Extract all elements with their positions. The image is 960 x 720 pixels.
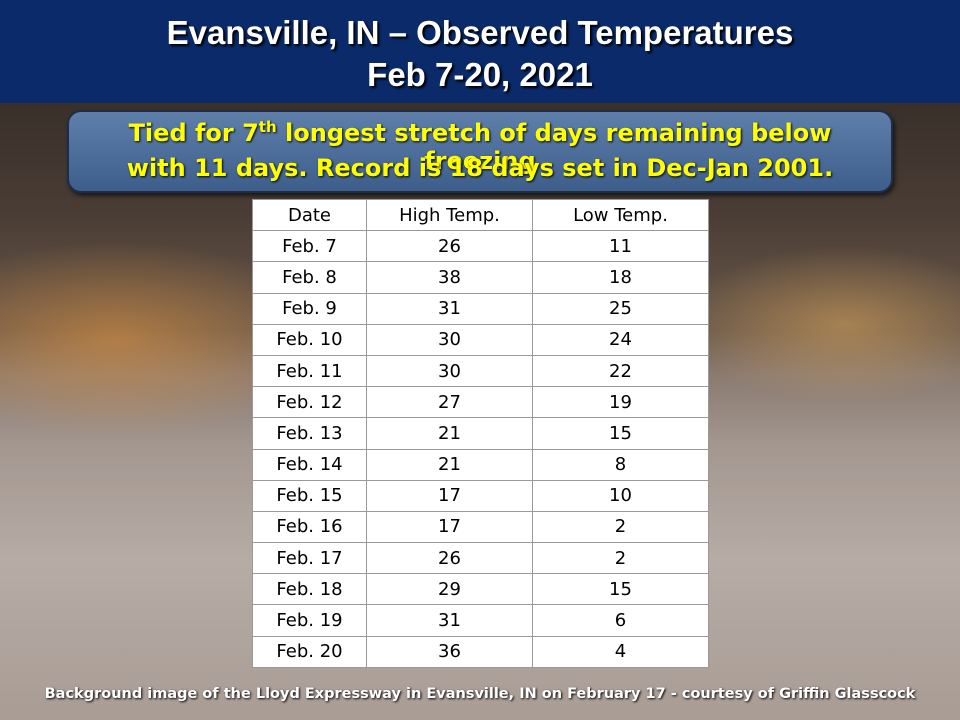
table-cell: Feb. 16: [252, 510, 367, 544]
table-row: Feb. 8 38 18: [252, 261, 709, 294]
table-row: Feb. 20 36 4: [252, 635, 709, 668]
table-cell: 31: [366, 292, 533, 325]
table-cell: 27: [366, 386, 533, 419]
table-row: Feb. 13 21 15: [252, 417, 709, 450]
table-cell: 6: [532, 604, 709, 637]
table-cell: Feb. 7: [252, 230, 367, 263]
table-body: Feb. 7 26 11 Feb. 8 38 18 Feb. 9 31 25 Feb. 10 30 2…: [252, 230, 709, 668]
table-cell: 8: [532, 448, 709, 481]
table-cell: 30: [366, 323, 533, 356]
table-cell: Feb. 12: [252, 386, 367, 419]
table-cell: Feb. 14: [252, 448, 367, 481]
table-cell: 22: [532, 354, 709, 388]
table-cell: Feb. 20: [252, 635, 367, 668]
table-cell: Feb. 17: [252, 542, 367, 575]
table-cell: Feb. 9: [252, 292, 367, 325]
table-cell: 25: [532, 292, 709, 325]
callout: Tied for 7th longest stretch of days rem…: [67, 110, 893, 193]
footer-caption: Background image of the Lloyd Expressway…: [44, 686, 916, 702]
table-row: Feb. 7 26 11: [252, 230, 709, 263]
table-cell: 18: [532, 261, 709, 294]
table-cell: Feb. 15: [252, 479, 367, 512]
table-row: Feb. 11 30 22: [252, 354, 709, 388]
table-cell: 10: [532, 479, 709, 512]
table-cell: Feb. 10: [252, 323, 367, 356]
table-cell: 15: [532, 417, 709, 450]
table-cell: 31: [366, 604, 533, 637]
table-row: Feb. 18 29 15: [252, 573, 709, 606]
table-cell: 4: [532, 635, 709, 668]
table-cell: Feb. 13: [252, 417, 367, 450]
table-cell: 29: [366, 573, 533, 606]
table-cell: 21: [366, 448, 533, 481]
table-cell: 36: [366, 635, 533, 668]
callout-sup: th: [258, 118, 277, 136]
table-cell: 17: [366, 479, 533, 512]
table-cell: 2: [532, 542, 709, 575]
table-cell: Feb. 11: [252, 354, 367, 388]
table-row: Feb. 15 17 10: [252, 479, 709, 512]
callout-text: longest stretch of days remaining below …: [276, 119, 832, 175]
table-row: Feb. 17 26 2: [252, 542, 709, 575]
column-header: High Temp.: [366, 198, 533, 232]
table-cell: 21: [366, 417, 533, 450]
table-cell: Feb. 8: [252, 261, 367, 294]
table-cell: 26: [366, 542, 533, 575]
table-row: Feb. 12 27 19: [252, 386, 709, 419]
table-cell: 17: [366, 510, 533, 544]
table-row: Feb. 10 30 24: [252, 323, 709, 356]
table-cell: Feb. 19: [252, 604, 367, 637]
table-cell: Feb. 18: [252, 573, 367, 606]
header-row: Date High Temp. Low Temp.: [252, 198, 709, 232]
callout-line: with 11 days. Record is 18 days set in D…: [126, 154, 834, 182]
callout-text: Tied for 7: [128, 119, 259, 147]
callout-line: Tied for 7th longest stretch of days rem…: [69, 118, 891, 175]
table-row: Feb. 9 31 25: [252, 292, 709, 325]
table-cell: 11: [532, 230, 709, 263]
column-header: Low Temp.: [532, 198, 709, 232]
table-row: Feb. 19 31 6: [252, 604, 709, 637]
table-cell: 26: [366, 230, 533, 263]
table-cell: 30: [366, 354, 533, 388]
column-header: Date: [252, 198, 367, 232]
temperature-table: Date High Temp. Low Temp. Feb. 7 26 11 Feb. 8…: [252, 198, 709, 668]
title: Evansville, IN – Observed Temperatures: [166, 14, 794, 51]
table-cell: 24: [532, 323, 709, 356]
table-row: Feb. 14 21 8: [252, 448, 709, 481]
table-cell: 2: [532, 510, 709, 544]
header: Evansville, IN – Observed Temperatures F…: [0, 0, 960, 103]
table-cell: 38: [366, 261, 533, 294]
table-row: Feb. 16 17 2: [252, 510, 709, 544]
subtitle: Feb 7-20, 2021: [367, 56, 593, 93]
table-cell: 15: [532, 573, 709, 606]
table-cell: 19: [532, 386, 709, 419]
